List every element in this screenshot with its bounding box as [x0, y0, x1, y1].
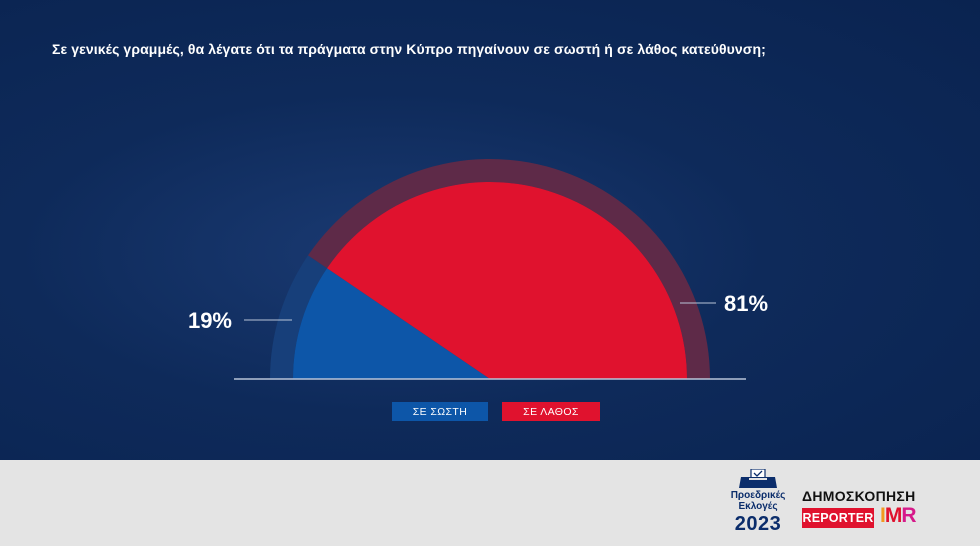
logo-line-1: Προεδρικές [730, 490, 786, 501]
slices [293, 181, 687, 379]
elections-logo: Προεδρικές Εκλογές 2023 [728, 467, 788, 537]
footer [0, 460, 980, 546]
reporter-logo: REPORTER [802, 508, 874, 528]
chart-title: Σε γενικές γραμμές, θα λέγατε ότι τα πρά… [52, 41, 766, 57]
outer-halo-ring [270, 158, 710, 379]
imr-logo: IMR [880, 504, 917, 527]
halo-wrong [308, 158, 710, 379]
logo-line-2: Εκλογές [738, 501, 778, 512]
ballot-box-icon [739, 469, 777, 488]
imr-letter-m: M [884, 504, 902, 527]
imr-letter-r: R [901, 504, 916, 527]
legend-item-correct: ΣΕ ΣΩΣΤΗ [392, 402, 488, 421]
halo-correct [270, 255, 328, 379]
chart-panel: Σε γενικές γραμμές, θα λέγατε ότι τα πρά… [0, 0, 980, 460]
semicircle-chart: 19% 81% [188, 158, 768, 380]
value-label-correct: 19% [188, 308, 232, 333]
value-labels: 19% 81% [188, 291, 768, 333]
value-label-wrong: 81% [724, 291, 768, 316]
logo-year: 2023 [734, 513, 782, 535]
survey-heading: ΔΗΜΟΣΚΟΠΗΣΗ [802, 488, 916, 504]
slice-correct [293, 268, 490, 379]
imr-letter-i: I [880, 504, 886, 527]
slice-wrong [327, 181, 687, 379]
legend-item-wrong: ΣΕ ΛΑΘΟΣ [502, 402, 600, 421]
